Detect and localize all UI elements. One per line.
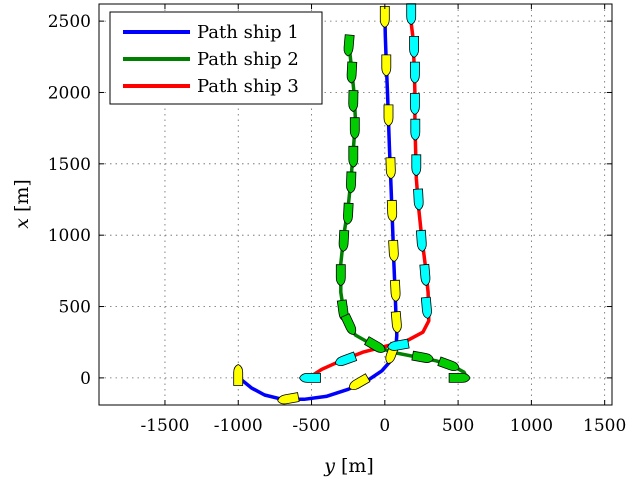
y-tick-label: 2000 (48, 83, 91, 103)
ship-marker-2 (343, 202, 354, 225)
ship-marker-2 (343, 34, 355, 57)
x-tick-label: 1000 (510, 416, 553, 436)
ship-marker-1 (390, 311, 402, 334)
ship-marker-3 (299, 372, 321, 383)
ship-marker-1 (379, 5, 390, 28)
ship-marker-3 (409, 61, 420, 84)
x-tick-label: 0 (379, 416, 390, 436)
x-tick-label: 1500 (583, 416, 626, 436)
ship-marker-2 (349, 117, 360, 140)
ship-marker-1 (386, 199, 398, 222)
ship-marker-2 (346, 171, 357, 194)
x-tick-label: 500 (442, 416, 474, 436)
ship-marker-1 (233, 364, 244, 386)
ship-marker-2 (335, 264, 346, 287)
ship-marker-2 (340, 313, 357, 335)
plot-frame (98, 3, 613, 406)
legend-label-ship-3: Path ship 3 (197, 76, 299, 97)
series-line-ship-3 (306, 9, 431, 380)
y-axis-label: x [m] (11, 179, 33, 229)
legend-label-ship-1: Path ship 1 (197, 22, 299, 43)
ship-marker-1 (390, 279, 401, 302)
ship-marker-2 (348, 90, 359, 113)
y-tick-label: 2500 (48, 12, 91, 32)
y-tick-label: 1000 (48, 226, 91, 246)
ship-marker-2 (338, 229, 350, 252)
ship-marker-1 (388, 239, 399, 262)
legend-label-ship-2: Path ship 2 (197, 49, 299, 70)
ship-marker-3 (387, 338, 410, 351)
ship-marker-1 (385, 157, 396, 180)
y-tick-label: 500 (59, 298, 91, 318)
ship-marker-2 (364, 336, 386, 353)
ship-marker-1 (277, 392, 300, 405)
x-tick-label: -1500 (140, 416, 189, 436)
ship-marker-3 (410, 118, 421, 141)
ship-marker-3 (419, 263, 431, 287)
ship-marker-3 (420, 296, 432, 319)
ship-marker-3 (411, 154, 422, 177)
ship-marker-1 (349, 373, 371, 391)
ship-marker-3 (409, 93, 420, 115)
x-tick-label: -1000 (214, 416, 263, 436)
ship-marker-2 (448, 372, 471, 383)
ship-marker-2 (348, 145, 359, 168)
ship-marker-3 (413, 188, 424, 211)
x-axis-label: y [m] (323, 455, 374, 477)
ship-marker-3 (335, 351, 358, 367)
ship-marker-3 (415, 229, 427, 252)
y-tick-label: 1500 (48, 155, 91, 175)
ship-marker-3 (406, 3, 417, 26)
ship-marker-2 (411, 350, 434, 363)
x-tick-label: -500 (292, 416, 330, 436)
ship-marker-3 (409, 36, 420, 58)
ship-marker-2 (346, 61, 358, 84)
ship-marker-1 (383, 104, 394, 127)
ship-marker-1 (381, 54, 392, 77)
y-tick-label: 0 (80, 369, 91, 389)
ship-marker-2 (437, 356, 460, 372)
